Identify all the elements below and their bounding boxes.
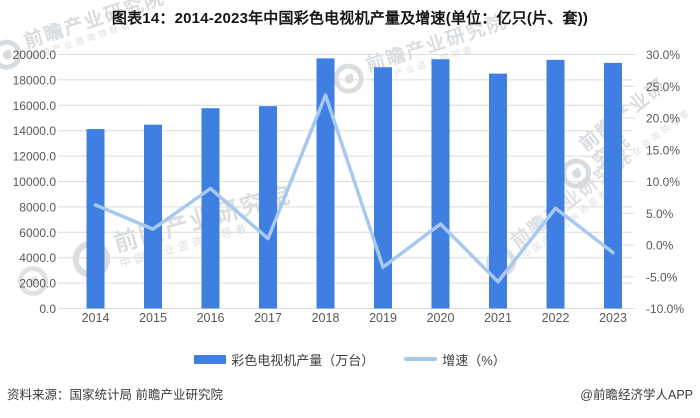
svg-text:2016: 2016 [197, 311, 225, 325]
svg-text:30.0%: 30.0% [646, 48, 680, 62]
legend-item-growth: 增速（%） [404, 350, 506, 369]
bar-2021 [489, 73, 507, 309]
left-axis-tick-labels: 20000.0 18000.0 16000.0 14000.0 12000.0 10000… [13, 48, 57, 316]
credit-note: @前瞻经济学人APP [580, 388, 693, 402]
svg-text:25.0%: 25.0% [646, 80, 680, 94]
svg-text:0.0: 0.0 [39, 302, 56, 316]
growth-line [93, 93, 615, 284]
legend-label-production: 彩色电视机产量（万台） [231, 352, 375, 368]
svg-text:2022: 2022 [542, 311, 570, 325]
svg-text:2000.0: 2000.0 [19, 277, 56, 291]
legend-item-production: 彩色电视机产量（万台） [194, 350, 374, 369]
svg-text:6000.0: 6000.0 [19, 226, 56, 240]
chart-legend: 彩色电视机产量（万台） 增速（%） [0, 350, 700, 368]
svg-text:18000.0: 18000.0 [13, 73, 57, 87]
svg-text:10.0%: 10.0% [646, 175, 680, 189]
x-axis-labels: 2014 2015 2016 2017 2018 2019 2020 2021 2022 2023 [82, 311, 627, 325]
svg-text:2023: 2023 [599, 311, 627, 325]
bar-2014 [86, 129, 105, 309]
chart-title: 图表14：2014-2023年中国彩色电视机产量及增速(单位：亿只(片、套)) [111, 10, 589, 27]
bar-2016 [201, 108, 220, 309]
bar-2019 [374, 67, 392, 309]
svg-text:2017: 2017 [254, 311, 282, 325]
svg-text:10000.0: 10000.0 [13, 175, 57, 189]
bar-2022 [546, 59, 565, 309]
svg-text:5.0%: 5.0% [646, 207, 674, 221]
right-axis-tick-labels: 30.0% 25.0% 20.0% 15.0% 10.0% 5.0% 0.0% -5.0% -1… [646, 48, 684, 316]
svg-text:2021: 2021 [484, 311, 512, 325]
bar-2020 [431, 59, 450, 309]
svg-text:2020: 2020 [427, 311, 455, 325]
bar-2023 [604, 62, 622, 309]
bar-2018 [316, 58, 335, 309]
svg-text:20.0%: 20.0% [646, 112, 680, 126]
bar-series-swatch [194, 354, 227, 364]
svg-text:-10.0%: -10.0% [646, 302, 684, 316]
svg-text:16000.0: 16000.0 [13, 99, 57, 113]
svg-text:-5.0%: -5.0% [646, 270, 678, 284]
svg-text:2014: 2014 [82, 311, 110, 325]
svg-text:14000.0: 14000.0 [13, 124, 57, 138]
bar-2017 [259, 106, 277, 309]
svg-text:2018: 2018 [312, 311, 340, 325]
chart-footer: 资料来源：国家统计局 前瞻产业研究院 @前瞻经济学人APP [0, 384, 700, 403]
source-note: 资料来源：国家统计局 前瞻产业研究院 [7, 388, 223, 402]
svg-text:0.0%: 0.0% [646, 239, 674, 253]
chart-plot-area: 20000.0 18000.0 16000.0 14000.0 12000.0 10000… [13, 48, 685, 325]
svg-text:15.0%: 15.0% [646, 143, 680, 157]
svg-text:8000.0: 8000.0 [19, 200, 56, 214]
svg-text:12000.0: 12000.0 [13, 150, 57, 164]
bar-2015 [144, 124, 162, 309]
svg-text:2015: 2015 [139, 311, 167, 325]
svg-text:2019: 2019 [369, 311, 397, 325]
svg-text:20000.0: 20000.0 [13, 48, 57, 62]
line-series-swatch [404, 357, 438, 361]
svg-text:4000.0: 4000.0 [19, 251, 56, 265]
legend-label-growth: 增速（%） [442, 352, 506, 368]
